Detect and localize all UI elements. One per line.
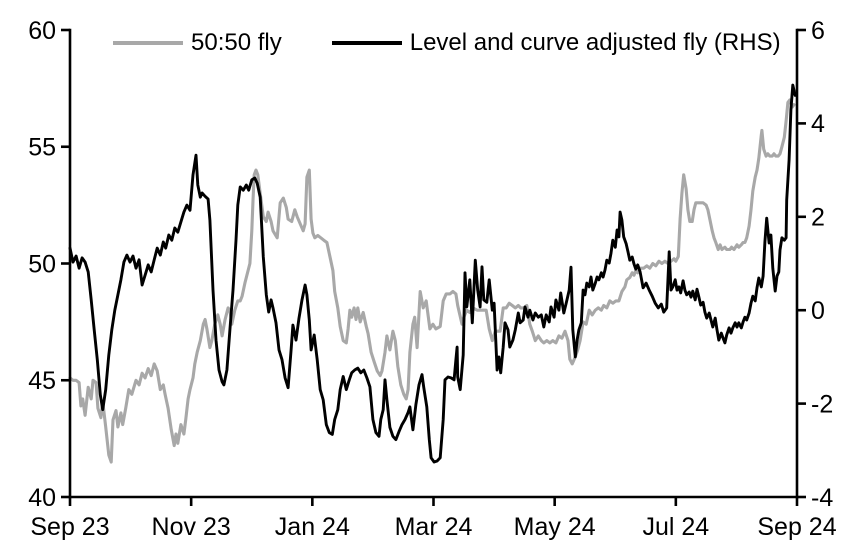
legend-line-sample-black bbox=[331, 41, 402, 45]
x-axis-tick-label: Jan 24 bbox=[275, 513, 350, 541]
right-axis-tick-label: 2 bbox=[811, 204, 825, 232]
right-axis-tick-label: 6 bbox=[811, 17, 825, 45]
legend-label-5050-fly: 50:50 fly bbox=[191, 29, 282, 56]
series-line-5050-fly bbox=[68, 98, 796, 464]
legend-line-sample-gray bbox=[113, 41, 183, 45]
x-axis-tick-label: Jul 24 bbox=[642, 513, 709, 541]
x-axis-tick-label: May 24 bbox=[514, 513, 596, 541]
legend-item-5050-fly: 50:50 fly bbox=[113, 30, 282, 56]
right-axis-tick-label: 0 bbox=[811, 297, 825, 325]
left-axis-tick-label: 55 bbox=[28, 134, 56, 162]
right-axis-tick-label: -4 bbox=[811, 484, 833, 512]
x-axis-tick-label: Sep 24 bbox=[757, 513, 836, 541]
x-axis-tick-label: Mar 24 bbox=[395, 513, 473, 541]
right-axis-tick-label: -2 bbox=[811, 390, 833, 418]
x-axis-tick-label: Sep 23 bbox=[30, 513, 109, 541]
left-axis-tick-label: 40 bbox=[28, 484, 56, 512]
x-axis-tick-label: Nov 23 bbox=[152, 513, 231, 541]
right-axis-tick-label: 4 bbox=[811, 110, 825, 138]
legend-label-level-curve-adjusted-fly: Level and curve adjusted fly (RHS) bbox=[409, 29, 781, 56]
legend-item-level-curve-adjusted-fly: Level and curve adjusted fly (RHS) bbox=[331, 29, 781, 56]
left-axis-tick-label: 60 bbox=[28, 17, 56, 45]
legend: 50:50 fly Level and curve adjusted fly (… bbox=[113, 30, 781, 56]
left-axis-tick-label: 50 bbox=[28, 250, 56, 278]
left-axis-tick-label: 45 bbox=[28, 367, 56, 395]
series-line-level-curve-adjusted-fly bbox=[68, 83, 797, 464]
